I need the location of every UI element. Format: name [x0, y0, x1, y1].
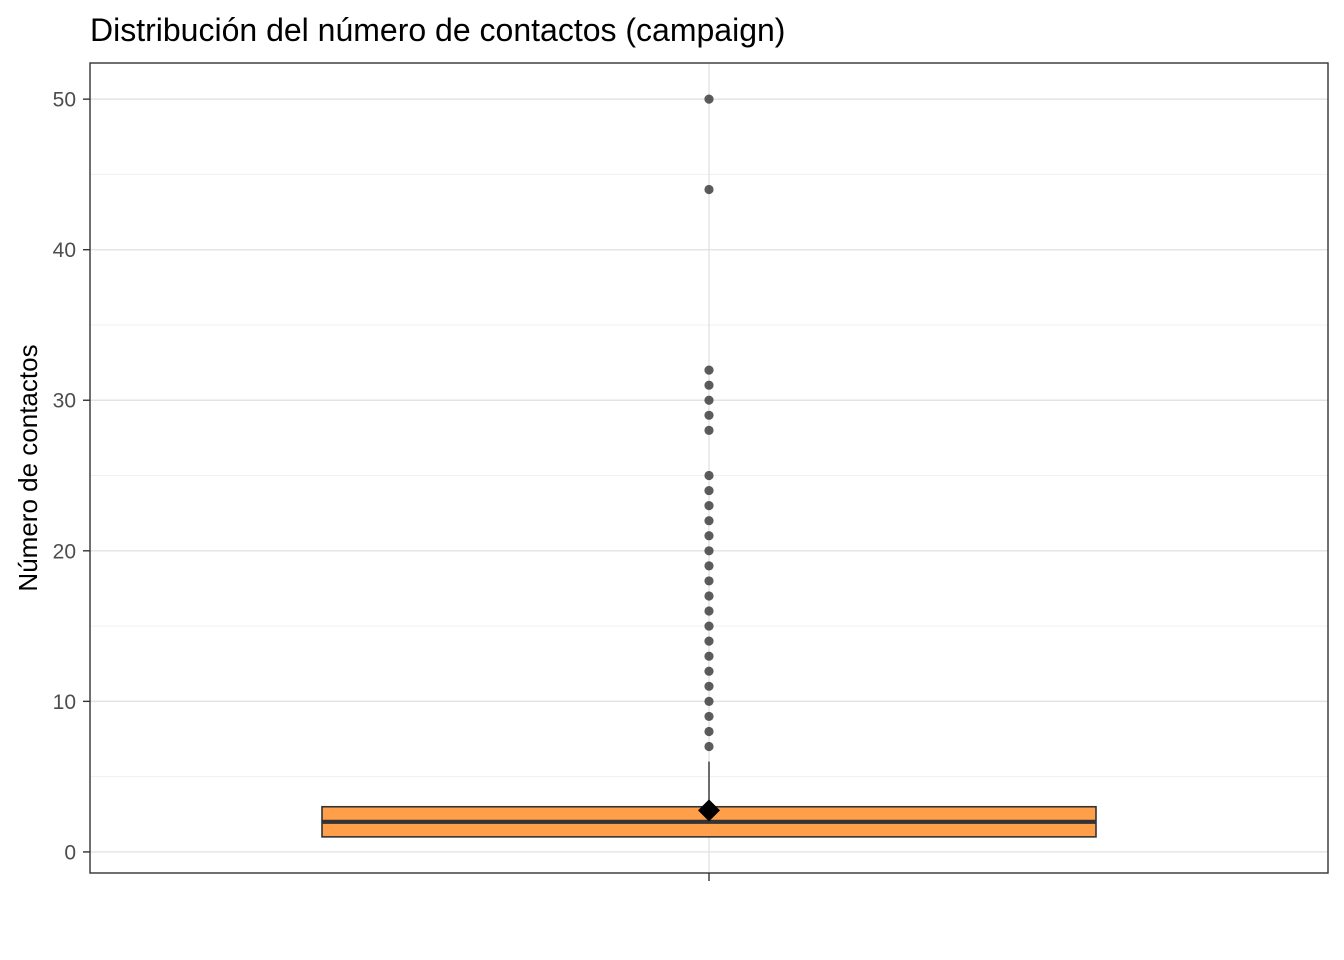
y-tick-label: 50: [53, 89, 76, 112]
y-axis: 0 10 20 30 40 50: [53, 89, 90, 864]
y-tick-label: 20: [53, 540, 76, 563]
y-tick-label: 30: [53, 390, 76, 413]
mean-marker: [698, 799, 720, 822]
outlier-point: [704, 696, 714, 706]
outlier-point: [704, 395, 714, 405]
outlier-points: [704, 94, 714, 752]
outlier-point: [704, 94, 714, 104]
outlier-point: [704, 636, 714, 646]
y-axis-label: Número de contactos: [13, 344, 43, 591]
y-tick-label: 40: [53, 239, 76, 262]
outlier-point: [704, 666, 714, 676]
outlier-point: [704, 576, 714, 586]
outlier-point: [704, 726, 714, 737]
y-tick-label: 10: [53, 691, 76, 714]
outlier-point: [704, 516, 714, 526]
grid-lines: [90, 63, 1328, 873]
outlier-point: [704, 606, 714, 616]
outlier-point: [704, 621, 714, 631]
outlier-point: [704, 410, 714, 420]
outlier-point: [704, 531, 714, 541]
outlier-point: [704, 470, 714, 481]
outlier-point: [704, 681, 714, 691]
outlier-point: [704, 380, 714, 390]
outlier-point: [704, 711, 714, 722]
box-group: [321, 761, 1097, 838]
outlier-point: [704, 591, 714, 601]
outlier-point: [704, 651, 714, 661]
outlier-point: [704, 546, 714, 556]
outlier-point: [704, 425, 714, 435]
outlier-point: [704, 501, 714, 511]
outlier-point: [704, 184, 714, 195]
outlier-point: [704, 365, 714, 375]
outlier-point: [704, 741, 714, 752]
outlier-point: [704, 561, 714, 571]
outlier-point: [704, 485, 714, 496]
chart-title: Distribución del número de contactos (ca…: [90, 12, 785, 48]
y-tick-label: 0: [64, 841, 76, 864]
